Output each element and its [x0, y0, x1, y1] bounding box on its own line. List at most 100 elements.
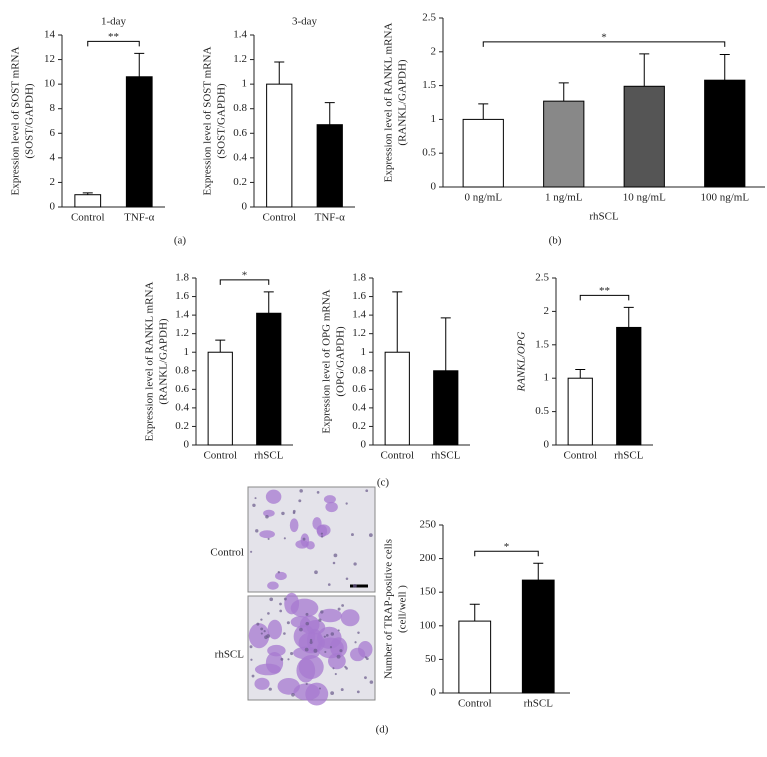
speck: [353, 562, 357, 566]
speck: [279, 602, 282, 606]
bar: [458, 620, 492, 694]
y-axis-label: Expression level of SOST mRNA: [202, 46, 214, 195]
speck: [364, 676, 367, 680]
panel-label: (b): [549, 235, 562, 247]
speck: [286, 621, 290, 625]
y-tick-label: 1.4: [352, 309, 366, 321]
error-bar: [558, 82, 569, 102]
x-tick-label: 0 ng/mL: [464, 192, 502, 204]
speck: [309, 638, 313, 642]
bar: [704, 79, 746, 188]
speck: [332, 561, 336, 565]
speck: [329, 646, 333, 649]
stain: [350, 647, 366, 662]
stain: [259, 530, 275, 539]
speck: [313, 648, 318, 653]
error-bar: [324, 102, 335, 125]
y-tick-label: 2: [544, 305, 550, 317]
bar: [256, 312, 282, 446]
x-tick-label: 1 ng/mL: [545, 192, 583, 204]
speck: [269, 597, 274, 602]
bar: [316, 124, 343, 208]
chart-title: 3-day: [292, 16, 318, 28]
stain: [289, 518, 299, 533]
speck: [323, 635, 326, 638]
speck: [260, 618, 263, 621]
y-tick-label: 0.2: [233, 176, 247, 188]
speck: [281, 511, 285, 516]
speck: [324, 650, 327, 654]
significance-bracket: [474, 550, 539, 557]
speck: [305, 621, 310, 626]
speck: [327, 583, 331, 586]
significance-label: *: [504, 541, 510, 553]
y-tick-label: 6: [50, 127, 56, 139]
speck: [277, 571, 280, 574]
bar: [462, 118, 504, 188]
y-tick-label: 1.2: [175, 327, 189, 339]
speck: [260, 632, 263, 635]
y-tick-label: 100: [420, 619, 437, 631]
speck: [337, 607, 341, 611]
speck: [320, 532, 323, 535]
speck: [305, 612, 309, 616]
speck: [332, 667, 335, 670]
speck: [364, 656, 367, 659]
speck: [266, 634, 271, 638]
stain: [340, 609, 360, 627]
y-tick-label: 0.5: [422, 147, 436, 159]
y-tick-label: 1: [361, 346, 367, 358]
y-tick-label: 0.6: [233, 127, 247, 139]
y-tick-label: 0: [361, 439, 367, 451]
significance-label: *: [242, 269, 248, 281]
stain: [265, 489, 282, 504]
stain: [284, 592, 300, 615]
y-tick-label: 1: [242, 78, 248, 90]
y-tick-label: 0: [242, 201, 248, 213]
panel-label: (c): [377, 477, 390, 489]
stain: [295, 539, 309, 549]
x-tick-label: rhSCL: [431, 450, 461, 462]
y-tick-label: 0.5: [535, 405, 549, 417]
cell-stains: [248, 489, 374, 706]
speck: [252, 503, 256, 507]
y-tick-label: 1.4: [233, 29, 247, 41]
y-tick-label: 1: [544, 372, 550, 384]
speck: [345, 577, 349, 580]
y-axis-label: Expression level of OPG mRNA: [321, 289, 333, 433]
speck: [304, 647, 309, 652]
speck: [333, 553, 338, 558]
speck: [356, 690, 360, 694]
micrograph-label: rhSCL: [215, 649, 245, 661]
bar: [567, 377, 593, 446]
micrograph-control: [247, 486, 376, 593]
speck: [334, 672, 337, 676]
x-tick-label: Control: [380, 450, 414, 462]
speck: [320, 610, 324, 614]
significance-label: *: [601, 31, 607, 43]
stain: [325, 501, 338, 513]
stain: [267, 619, 283, 640]
y-tick-label: 0: [431, 181, 437, 193]
y-tick-label: 0.4: [233, 151, 247, 163]
error-bar: [533, 562, 544, 581]
y-tick-label: 150: [420, 586, 437, 598]
y-tick-label: 0: [544, 439, 550, 451]
bar: [384, 351, 410, 446]
significance-bracket: [482, 41, 726, 47]
significance-bracket: [579, 294, 630, 301]
chart-title: 1-day: [101, 16, 127, 28]
speck: [309, 640, 313, 644]
stain: [305, 682, 329, 706]
speck: [268, 687, 272, 691]
y-axis-label: (OPG/GAPDH): [335, 326, 347, 397]
y-tick-label: 1.4: [175, 309, 189, 321]
speck: [354, 641, 357, 644]
y-tick-label: 200: [420, 552, 437, 564]
stain: [248, 623, 270, 649]
y-tick-label: 1.8: [352, 272, 366, 284]
speck: [320, 535, 324, 538]
speck: [330, 691, 335, 696]
y-tick-label: 0.2: [175, 420, 189, 432]
speck: [287, 658, 290, 661]
